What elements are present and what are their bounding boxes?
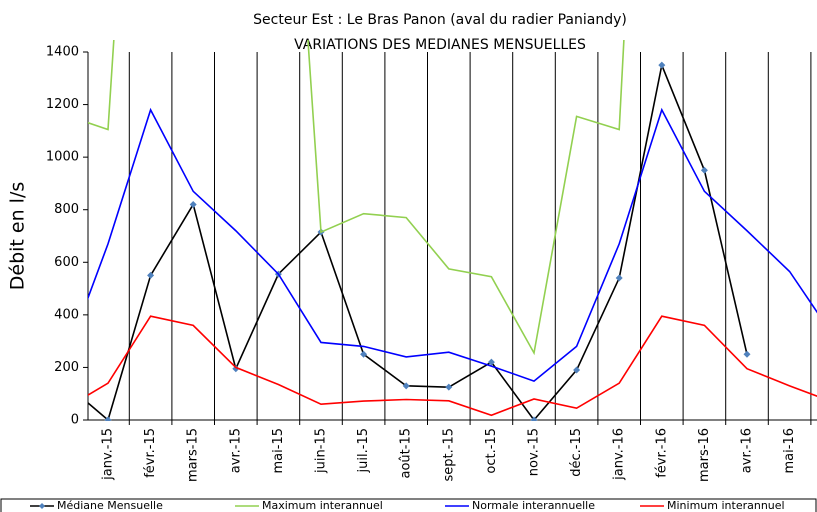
- x-tick-label: avr.-15: [228, 428, 243, 473]
- x-tick-label: déc.-15: [569, 428, 584, 477]
- x-tick-label: mai-15: [271, 428, 286, 473]
- x-tick-label: janv.-15: [101, 428, 116, 481]
- x-tick-label: sept.-15: [441, 428, 456, 482]
- chart-subtitle: VARIATIONS DES MEDIANES MENSUELLES: [294, 37, 586, 53]
- x-tick-label: juin-15: [314, 428, 329, 474]
- series-line: [88, 62, 748, 421]
- x-tick-label: oct.-15: [484, 428, 499, 474]
- y-tick-label: 1200: [46, 97, 79, 112]
- point-marker: [615, 274, 623, 282]
- series-line: [88, 107, 817, 383]
- chart-title: Secteur Est : Le Bras Panon (aval du rad…: [253, 12, 627, 28]
- x-tick-label: juil.-15: [356, 428, 371, 473]
- legend-label: Médiane Mensuelle: [57, 499, 163, 512]
- point-marker: [530, 416, 538, 421]
- series-line: [88, 40, 625, 356]
- x-tick-label: nov.-15: [527, 428, 542, 476]
- point-marker: [402, 382, 410, 390]
- y-tick-label: 600: [54, 255, 79, 270]
- series-line: [88, 315, 817, 417]
- y-axis-label: Débit en l/s: [7, 182, 29, 291]
- x-tick-label: mars-16: [697, 428, 712, 482]
- x-tick-label: août-15: [399, 428, 414, 479]
- x-tick-label: avr.-16: [740, 428, 755, 473]
- y-tick-label: 0: [71, 413, 79, 428]
- legend-box: [0, 498, 817, 512]
- point-marker: [700, 166, 708, 174]
- x-tick-label: févr.-16: [654, 428, 669, 478]
- y-tick-label: 200: [54, 360, 79, 375]
- legend-label: Normale interannuelle: [472, 499, 595, 512]
- point-marker: [147, 271, 155, 279]
- y-tick-label: 400: [54, 307, 79, 322]
- y-tick-label: 1400: [46, 45, 79, 60]
- point-marker: [360, 350, 368, 358]
- x-tick-label: janv.-16: [612, 428, 627, 481]
- plot-area: [62, 40, 817, 421]
- point-marker: [189, 200, 197, 208]
- point-marker: [487, 358, 495, 366]
- point-marker: [658, 61, 666, 69]
- point-marker: [743, 350, 751, 358]
- x-tick-label: févr.-15: [143, 428, 158, 478]
- point-marker: [232, 365, 240, 373]
- point-marker: [62, 380, 69, 387]
- point-marker: [445, 383, 453, 391]
- x-tick-label: mai-16: [782, 428, 797, 473]
- point-marker: [573, 366, 581, 374]
- y-tick-label: 1000: [46, 150, 79, 165]
- legend-label: Minimum interannuel: [667, 499, 785, 512]
- point-marker: [104, 416, 112, 421]
- legend-marker: [39, 503, 45, 509]
- x-tick-label: mars-15: [186, 428, 201, 482]
- y-tick-label: 800: [54, 202, 79, 217]
- legend-label: Maximum interannuel: [262, 499, 383, 512]
